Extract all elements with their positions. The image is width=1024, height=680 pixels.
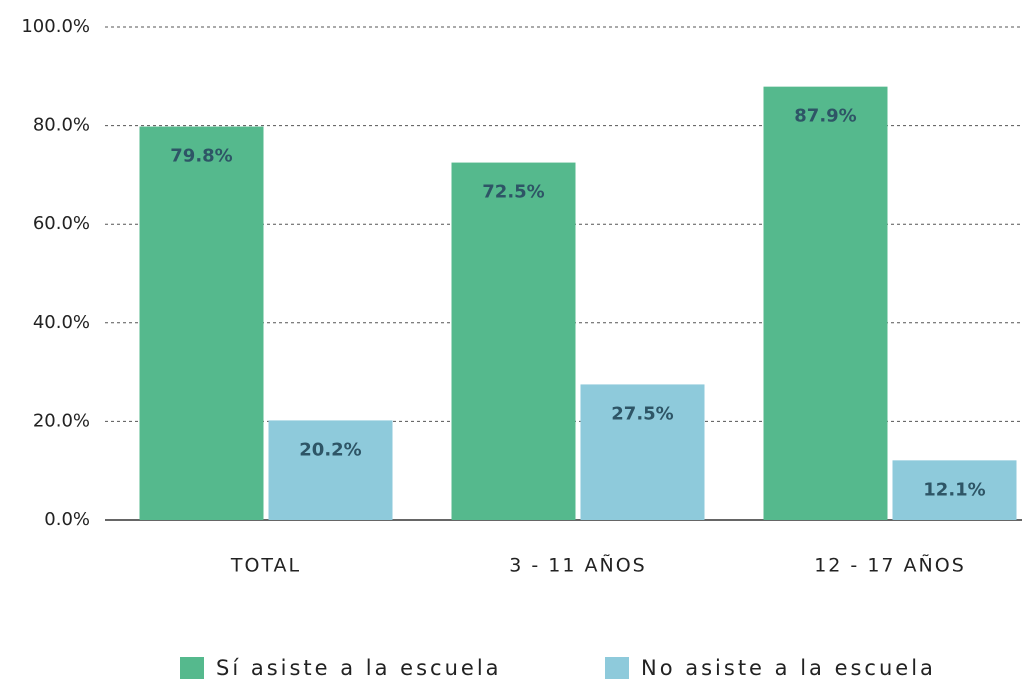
- x-tick-label: 12 - 17 AÑOS: [814, 554, 966, 577]
- data-label: 27.5%: [611, 403, 673, 424]
- data-label: 79.8%: [170, 146, 232, 167]
- data-label: 20.2%: [299, 439, 361, 460]
- bar: [268, 420, 393, 520]
- data-label: 12.1%: [923, 479, 985, 500]
- x-tick-label: 3 - 11 AÑOS: [509, 554, 646, 577]
- y-tick-label: 40.0%: [33, 312, 90, 333]
- legend-label: No asiste a la escuela: [641, 656, 936, 680]
- bar: [892, 460, 1017, 520]
- y-tick-label: 60.0%: [33, 213, 90, 234]
- y-tick-label: 0.0%: [44, 509, 90, 530]
- data-label: 87.9%: [794, 106, 856, 127]
- data-label: 72.5%: [482, 182, 544, 203]
- bar: [763, 86, 888, 520]
- x-tick-label: TOTAL: [230, 555, 301, 577]
- y-tick-label: 80.0%: [33, 115, 90, 136]
- y-tick-label: 20.0%: [33, 410, 90, 431]
- bar: [580, 384, 705, 520]
- bar: [451, 162, 576, 520]
- legend-label: Sí asiste a la escuela: [216, 656, 502, 680]
- y-tick-label: 100.0%: [21, 16, 90, 37]
- legend-swatch: [180, 657, 204, 679]
- legend-swatch: [605, 657, 629, 679]
- bar: [139, 126, 264, 520]
